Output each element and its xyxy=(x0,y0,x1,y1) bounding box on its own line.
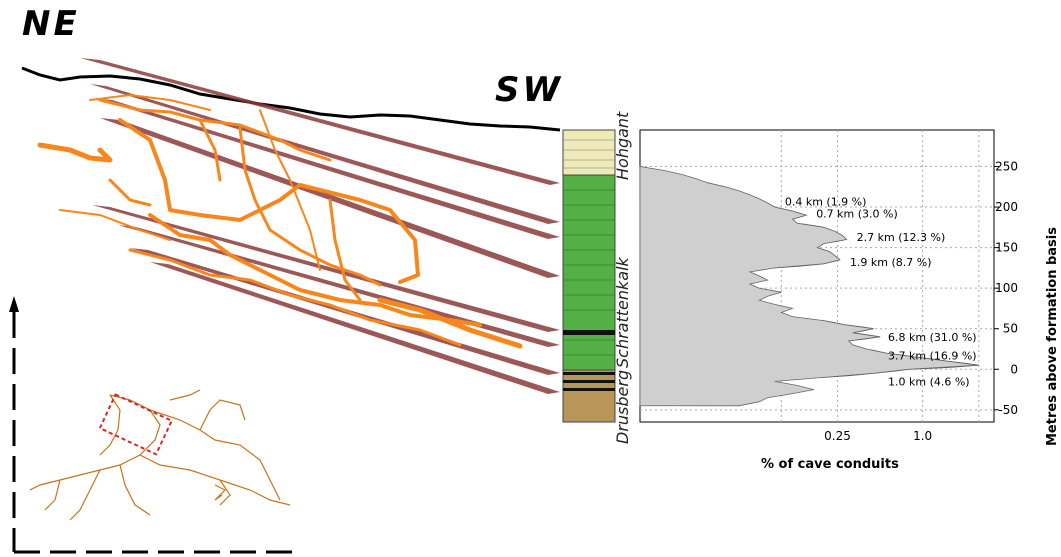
cave-plan-map xyxy=(29,389,291,521)
x-tick-label-0: 0.25 xyxy=(824,429,851,443)
x-tick-label-1: 1.0 xyxy=(913,429,932,443)
strata-planes xyxy=(80,58,560,394)
y-tick-label-2: 150 xyxy=(995,241,1018,255)
chart-profile xyxy=(639,166,979,407)
cave-passages xyxy=(37,94,523,349)
y-tick-label-6: -50 xyxy=(998,403,1018,417)
north-arrow-icon xyxy=(9,296,19,312)
band-label-6: 1.0 km (4.6 %) xyxy=(888,375,970,388)
band-label-3: 1.9 km (8.7 %) xyxy=(850,256,932,269)
band-label-2: 2.7 km (12.3 %) xyxy=(857,231,946,244)
study-area-box xyxy=(98,393,174,456)
column-drusberg xyxy=(562,369,616,423)
formation-label-hohgant: Hohgant xyxy=(613,111,632,180)
y-tick-label-0: 250 xyxy=(995,160,1018,174)
cave-3d-view xyxy=(21,58,561,394)
y-tick-label-5: 0 xyxy=(1010,362,1018,376)
column-schrattenkalk xyxy=(562,174,616,371)
formation-label-drusberg: Drusberg xyxy=(613,370,632,444)
band-label-0: 0.4 km (1.9 %) xyxy=(785,195,867,208)
y-axis-label: Metres above formation basis xyxy=(1045,227,1060,446)
band-label-5: 3.7 km (16.9 %) xyxy=(888,349,977,362)
y-tick-label-3: 100 xyxy=(995,281,1018,295)
stratigraphic-column: Hohgant Schrattenkalk Drusberg xyxy=(562,111,632,444)
ne-direction-label: NE xyxy=(22,4,80,44)
column-shale-band xyxy=(563,330,615,335)
y-tick-label-4: 50 xyxy=(1003,322,1018,336)
surface-topography xyxy=(21,66,561,132)
sw-direction-label: SW xyxy=(495,70,563,110)
column-hohgant xyxy=(562,129,616,176)
y-axis: 250 200 150 100 50 0 -50 xyxy=(994,160,1018,417)
x-axis: 0.25 1.0 xyxy=(824,429,932,443)
y-tick-label-1: 200 xyxy=(995,200,1018,214)
band-label-1: 0.7 km (3.0 %) xyxy=(816,208,898,221)
chart-annotations: 0.4 km (1.9 %)0.7 km (3.0 %) 2.7 km (12.3… xyxy=(785,195,977,388)
conduit-distribution-chart: 250 200 150 100 50 0 -50 0.25 1.0 0.4 km (1.9 %… xyxy=(639,129,1060,472)
x-axis-label: % of cave conduits xyxy=(761,457,899,472)
profile-area xyxy=(639,166,979,407)
formation-label-schrattenkalk: Schrattenkalk xyxy=(613,256,632,368)
plan-view-inset xyxy=(9,296,295,554)
band-label-4: 6.8 km (31.0 %) xyxy=(888,331,977,344)
